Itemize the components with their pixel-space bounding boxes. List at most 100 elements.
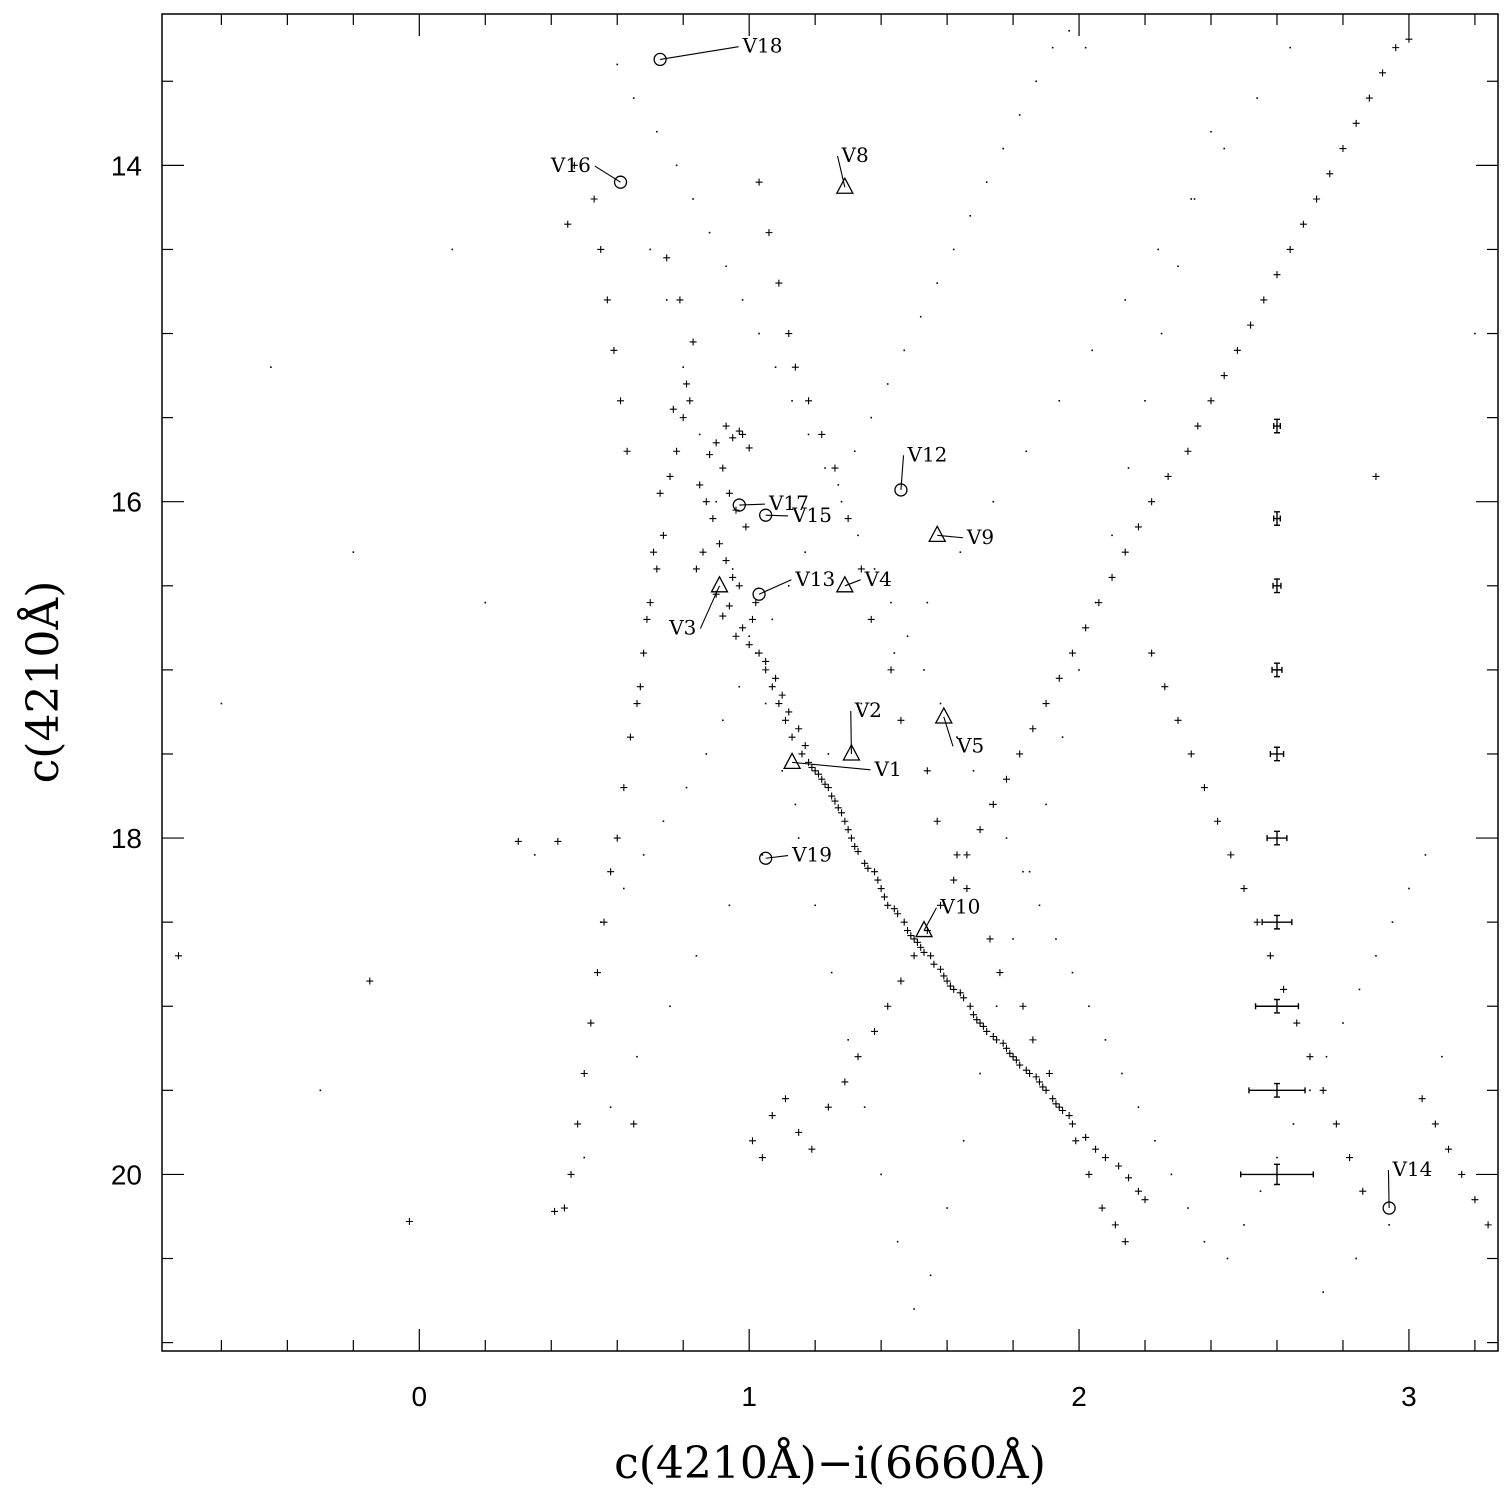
star-dot-point [820, 517, 823, 520]
star-plus-point [821, 780, 829, 788]
star-plus-point [808, 763, 816, 771]
star-dot-point [807, 433, 810, 436]
star-dot-point [1342, 1022, 1344, 1024]
star-dot-point [1375, 954, 1377, 957]
variable-leader-line [594, 165, 621, 183]
star-plus-point [1431, 1120, 1439, 1128]
variable-leader-line [844, 579, 861, 587]
star-plus-point [1148, 498, 1156, 506]
star-dot-point [758, 332, 760, 335]
star-dot-point [662, 820, 665, 823]
star-dot-point [1144, 400, 1146, 402]
star-plus-point [1260, 296, 1268, 304]
star-dot-point [656, 130, 658, 133]
star-dot-point [616, 63, 619, 66]
star-dot-point [1177, 265, 1179, 268]
star-plus-point [1247, 321, 1255, 329]
star-dot-point [1018, 114, 1021, 116]
star-plus-point [603, 296, 611, 304]
star-plus-point [847, 834, 855, 842]
star-dot-point [731, 568, 734, 570]
star-plus-point [986, 935, 994, 943]
x-tick-label: 1 [741, 1381, 757, 1412]
star-dot-point [853, 450, 856, 453]
x-tick-label: 2 [1071, 1381, 1087, 1412]
star-plus-point [818, 430, 826, 438]
star-plus-point [989, 800, 997, 808]
star-dot-point [1012, 938, 1014, 940]
star-dot-point [1111, 534, 1113, 537]
star-dot-point [1104, 1039, 1107, 1041]
star-plus-point [1042, 700, 1050, 708]
star-plus-point [960, 994, 968, 1002]
star-plus-point [765, 229, 773, 237]
star-plus-point [1174, 716, 1182, 724]
star-plus-point [1049, 1095, 1057, 1103]
y-tick-label: 18 [111, 823, 142, 854]
plot-frame [161, 13, 1499, 1352]
star-dot-point [992, 500, 995, 503]
star-plus-point [1326, 170, 1334, 178]
star-plus-point [973, 1016, 981, 1024]
star-dot-point [1045, 803, 1047, 806]
star-plus-point [712, 439, 720, 447]
star-dot-point [1124, 299, 1127, 301]
star-plus-point [719, 464, 727, 472]
star-plus-point [811, 767, 819, 775]
star-dot-point [1061, 736, 1064, 738]
star-dot-point [1137, 1106, 1140, 1108]
star-plus-point [1055, 1103, 1063, 1111]
star-dot-point [1038, 904, 1041, 907]
star-plus-point [683, 380, 691, 388]
y-tick-label: 16 [111, 487, 142, 518]
star-plus-point [729, 573, 737, 581]
star-dot-point [649, 248, 652, 251]
variable-label: V5 [956, 733, 984, 757]
star-plus-point [1002, 775, 1010, 783]
error-bar [1240, 1163, 1314, 1186]
star-dot-point [1210, 130, 1212, 133]
star-dot-point [939, 702, 942, 705]
star-plus-point [755, 649, 763, 657]
star-plus-point [650, 548, 658, 556]
star-plus-point [669, 405, 677, 413]
star-plus-point [574, 1120, 582, 1128]
star-plus-point [659, 531, 667, 539]
star-plus-point [897, 977, 905, 985]
star-plus-point [983, 1027, 991, 1035]
star-plus-point [910, 952, 918, 960]
star-plus-point [580, 1070, 588, 1078]
x-tick-label: 0 [412, 1381, 428, 1412]
star-plus-point [630, 1120, 638, 1128]
star-dot-point [906, 635, 909, 638]
star-plus-point [1108, 573, 1116, 581]
star-dot-point [1025, 450, 1028, 453]
star-dot-point [771, 618, 774, 621]
star-plus-point [617, 397, 625, 405]
star-plus-point [979, 1022, 987, 1030]
star-dot-point [972, 769, 975, 772]
star-dot-point [1058, 400, 1061, 402]
star-dot-point [1325, 1055, 1328, 1058]
star-dot-point [969, 215, 971, 217]
star-plus-point [633, 700, 641, 708]
star-plus-point [963, 885, 971, 893]
variable-circle-marker [752, 587, 766, 601]
star-dot-point [1243, 1224, 1245, 1226]
star-plus-point [781, 716, 789, 724]
star-plus-point [1029, 725, 1037, 733]
star-plus-point [607, 868, 615, 876]
star-dot-point [929, 1274, 932, 1277]
star-plus-point [1098, 1204, 1106, 1212]
star-plus-point [871, 1027, 879, 1035]
star-dot-point [886, 383, 889, 385]
star-plus-point [725, 489, 733, 497]
star-plus-point [844, 826, 852, 834]
star-plus-point [861, 859, 869, 867]
star-dot-point [1441, 1055, 1443, 1058]
star-plus-point [640, 649, 648, 657]
star-plus-point [1148, 649, 1156, 657]
star-dot-point [583, 1156, 586, 1159]
star-dot-point [1289, 46, 1291, 49]
error-bar [1261, 914, 1293, 930]
